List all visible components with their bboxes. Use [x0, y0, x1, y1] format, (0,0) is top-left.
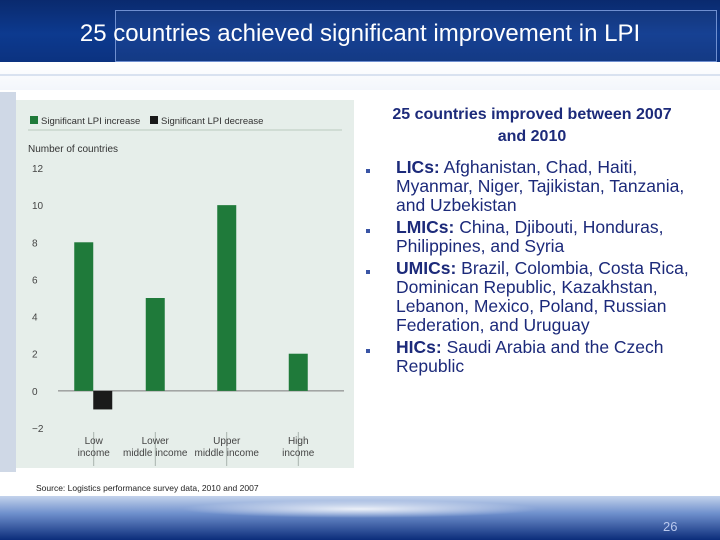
y-axis-label: Number of countries	[28, 144, 118, 155]
bar-increase	[145, 298, 165, 391]
legend-swatch	[150, 116, 158, 124]
header-stripe	[0, 62, 720, 90]
bullet-label: UMICs:	[396, 258, 457, 278]
y-tick-label: −2	[32, 424, 44, 435]
x-tick-label: Lower	[142, 436, 170, 447]
chart-legend: Significant LPI increase Significant LPI …	[28, 116, 342, 131]
list-item: UMICs: Brazil, Colombia, Costa Rica, Dom…	[366, 259, 706, 335]
x-tick-label: income	[282, 448, 315, 459]
bullet-icon	[366, 270, 370, 274]
bar-chart: Significant LPI increase Significant LPI …	[28, 116, 344, 466]
list-item: HICs: Saudi Arabia and the Czech Republi…	[366, 338, 706, 376]
bullet-text: Saudi Arabia and the Czech Republic	[396, 337, 664, 376]
y-tick-label: 8	[32, 238, 38, 249]
x-tick-label: Low	[85, 436, 104, 447]
legend-label: Significant LPI increase	[41, 116, 140, 127]
x-tick-label: middle income	[123, 448, 188, 459]
bullet-label: HICs:	[396, 337, 442, 357]
page-number: 26	[663, 519, 678, 534]
legend-label: Significant LPI decrease	[161, 116, 263, 127]
slide-title: 25 countries achieved significant improv…	[79, 20, 641, 47]
source-note: Source: Logistics performance survey dat…	[36, 483, 259, 493]
list-item: LMICs: China, Djibouti, Honduras, Philip…	[366, 218, 706, 256]
panel-heading: 25 countries improved between 2007 and 2…	[392, 106, 672, 145]
bar-decrease	[93, 390, 113, 410]
bullet-icon	[366, 349, 370, 353]
income-group-list: LICs: Afghanistan, Chad, Haiti, Myanmar,…	[366, 158, 706, 379]
chart-bars	[74, 205, 308, 410]
bullet-label: LICs:	[396, 157, 440, 177]
y-tick-labels: −2 0 2 4 6 8 10 12	[32, 164, 44, 435]
y-tick-label: 12	[32, 164, 44, 175]
x-tick-label: middle income	[195, 448, 260, 459]
y-tick-label: 6	[32, 275, 38, 286]
bar-increase	[288, 353, 308, 391]
y-tick-label: 0	[32, 387, 38, 398]
footer-glow	[180, 500, 540, 518]
bullet-icon	[366, 229, 370, 233]
bullet-label: LMICs:	[396, 217, 455, 237]
x-tick-label: income	[78, 448, 111, 459]
chart-panel: Significant LPI increase Significant LPI …	[16, 100, 354, 468]
title-frame	[115, 10, 717, 62]
bullet-text: Brazil, Colombia, Costa Rica, Dominican …	[396, 258, 689, 335]
y-tick-label: 4	[32, 313, 38, 324]
bar-increase	[217, 205, 237, 391]
bar-increase	[74, 242, 94, 391]
legend-swatch	[30, 116, 38, 124]
left-accent-bar	[0, 92, 16, 472]
list-item: LICs: Afghanistan, Chad, Haiti, Myanmar,…	[366, 158, 706, 215]
y-tick-label: 10	[32, 201, 44, 212]
bullet-icon	[366, 169, 370, 173]
bullet-text: Afghanistan, Chad, Haiti, Myanmar, Niger…	[396, 157, 685, 215]
header-stripe-line	[0, 74, 720, 76]
x-tick-label: High	[288, 436, 309, 447]
y-tick-label: 2	[32, 350, 38, 361]
x-tick-label: Upper	[213, 436, 241, 447]
bullet-text: China, Djibouti, Honduras, Philippines, …	[396, 217, 664, 256]
